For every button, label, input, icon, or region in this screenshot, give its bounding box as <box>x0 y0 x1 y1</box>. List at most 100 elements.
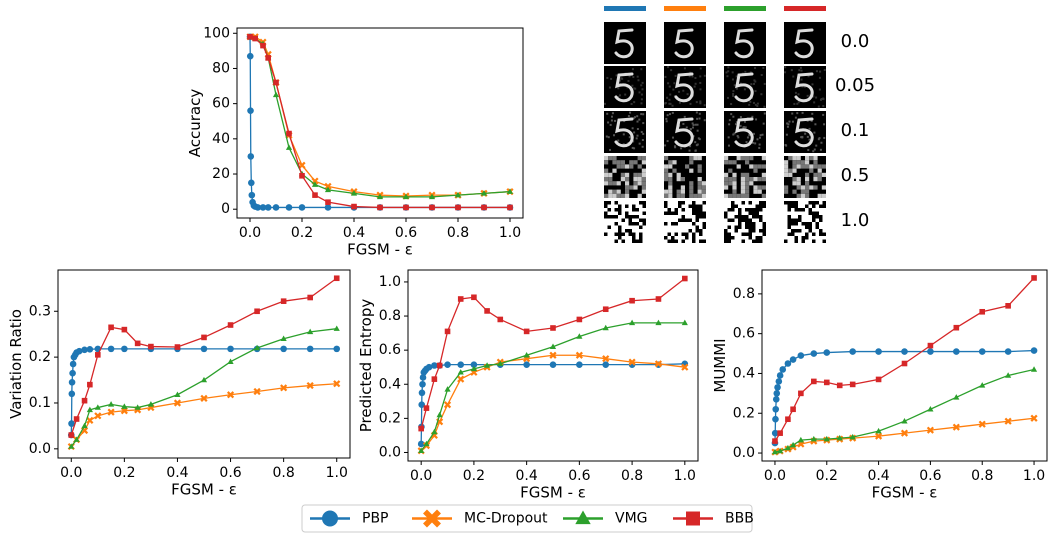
column-color-bar <box>604 6 646 11</box>
noise <box>732 90 735 93</box>
noise <box>642 229 646 233</box>
marker <box>248 191 256 199</box>
noise <box>616 193 621 198</box>
noise <box>821 193 826 198</box>
noise <box>637 177 642 182</box>
marker <box>94 412 102 420</box>
noise <box>734 232 738 236</box>
marker <box>1031 275 1037 281</box>
noise <box>642 215 646 219</box>
noise <box>685 208 689 212</box>
y-tick-label: 0.0 <box>733 445 755 461</box>
noise <box>727 144 730 147</box>
marker <box>134 404 141 410</box>
noise <box>685 126 688 129</box>
noise <box>668 160 673 165</box>
row-label: 0.05 <box>835 75 875 96</box>
noise <box>681 236 685 240</box>
noise <box>759 232 763 236</box>
noise <box>625 181 630 186</box>
noise <box>605 135 608 138</box>
marker <box>773 390 781 397</box>
series-line <box>70 277 338 436</box>
marker <box>253 387 261 396</box>
noise <box>812 95 815 98</box>
marker <box>333 345 341 353</box>
series-line <box>774 277 1035 442</box>
noise <box>806 135 809 138</box>
noise <box>630 102 633 105</box>
noise <box>798 69 801 72</box>
noise <box>642 208 646 212</box>
noise <box>805 193 810 198</box>
noise <box>784 71 787 74</box>
noise <box>604 239 608 243</box>
noise <box>805 208 809 212</box>
noise <box>640 102 643 105</box>
noise <box>610 77 613 80</box>
marker <box>1005 372 1012 378</box>
noise <box>727 70 730 73</box>
noise <box>694 149 697 152</box>
marker <box>423 509 441 528</box>
noise <box>631 146 634 149</box>
noise <box>793 102 796 105</box>
mnist-image <box>724 66 766 108</box>
noise <box>685 201 689 205</box>
marker <box>875 427 882 434</box>
noise <box>798 232 802 236</box>
noise <box>724 208 728 212</box>
noise <box>637 156 642 161</box>
noise <box>699 236 703 240</box>
noise <box>667 218 671 222</box>
noise <box>735 75 738 78</box>
noise <box>635 236 639 240</box>
noise <box>641 189 646 194</box>
noise <box>730 103 733 106</box>
row-label: 0.0 <box>841 31 870 52</box>
noise <box>741 211 745 215</box>
noise <box>732 193 737 198</box>
marker <box>836 434 843 441</box>
series-line <box>420 322 685 452</box>
noise <box>758 146 761 149</box>
marker <box>425 363 433 371</box>
marker <box>265 55 271 61</box>
digit-five <box>794 117 814 148</box>
marker <box>655 296 662 302</box>
marker <box>823 435 830 442</box>
noise <box>761 172 766 177</box>
noise <box>617 87 620 90</box>
noise <box>629 185 634 190</box>
x-tick-label: 0.2 <box>113 465 135 481</box>
noise <box>681 204 685 208</box>
noise <box>804 132 807 135</box>
plot-frame <box>761 269 1048 462</box>
marker <box>901 417 908 424</box>
y-tick-label: 0.2 <box>733 405 755 421</box>
noise <box>740 185 745 190</box>
noise <box>676 177 681 182</box>
marker <box>484 362 491 368</box>
noise <box>785 133 788 136</box>
marker <box>418 447 425 454</box>
marker <box>418 425 424 432</box>
noise <box>685 229 689 233</box>
y-tick-label: 100 <box>203 25 230 41</box>
noise <box>625 222 629 226</box>
noise <box>738 229 742 233</box>
noise <box>604 168 609 173</box>
noise <box>618 201 622 205</box>
marker <box>926 426 935 434</box>
noise <box>759 225 763 229</box>
mnist-image <box>784 111 826 153</box>
noise <box>754 80 757 83</box>
marker <box>629 297 635 304</box>
noise <box>751 115 754 118</box>
series-line <box>420 278 686 429</box>
noise <box>699 100 702 103</box>
noise <box>699 75 702 78</box>
marker <box>73 436 80 442</box>
noise <box>761 156 766 161</box>
